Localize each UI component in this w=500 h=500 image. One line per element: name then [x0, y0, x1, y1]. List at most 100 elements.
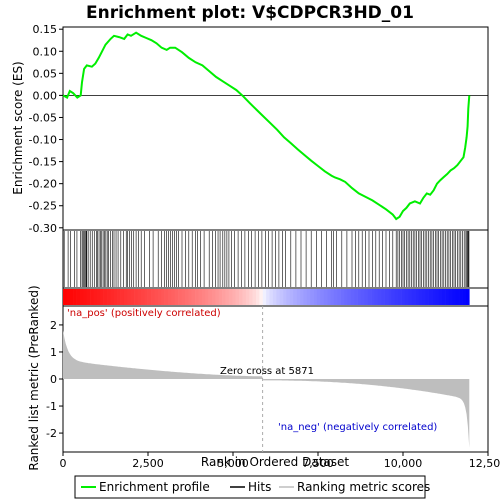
rank-bar-segment: [283, 289, 287, 305]
rank-bar-segment: [83, 289, 88, 305]
rank-bar-segment: [442, 289, 446, 305]
rank-color-bar: [63, 289, 470, 305]
rank-bar-segment: [327, 289, 331, 305]
rank-bar-segment: [384, 289, 389, 305]
rank-bar-segment: [239, 289, 243, 305]
x-tick-label: 12,500: [469, 457, 500, 470]
rank-bar-segment: [259, 289, 264, 305]
legend: Enrichment profile Hits Ranking metric s…: [74, 475, 430, 499]
rank-bar-segment: [228, 289, 233, 305]
rank-bar-segment: [448, 289, 453, 305]
x-tick-label: 2,500: [132, 457, 164, 470]
rank-bar-segment: [235, 289, 240, 305]
rank-bar-segment: [374, 289, 379, 305]
rank-bar-segment: [462, 289, 467, 305]
pos-label: 'na_pos' (positively correlated): [67, 308, 221, 319]
rank-bar-segment: [79, 289, 84, 305]
rank-bar-segment: [293, 289, 297, 305]
rank-bar-segment: [438, 289, 443, 305]
rank-bar-segment: [303, 289, 308, 305]
rank-bar-segment: [201, 289, 206, 305]
rank-bar-segment: [401, 289, 406, 305]
rank-bar-segment: [428, 289, 433, 305]
rank-bar-segment: [73, 289, 77, 305]
rank-bar-segment: [344, 289, 348, 305]
zero-cross-label: Zero cross at 5871: [220, 366, 314, 377]
rank-bar-segment: [76, 289, 81, 305]
x-tick-label: 0: [60, 457, 67, 470]
rank-bar-segment: [255, 289, 260, 305]
rank-bar-segment: [279, 289, 284, 305]
rank-bar-segment: [391, 289, 396, 305]
rank-bar-segment: [404, 289, 409, 305]
rank-bar-segment: [90, 289, 94, 305]
rank-bar-segment: [354, 289, 358, 305]
rank-bar-segment: [381, 289, 385, 305]
rank-bar-segment: [191, 289, 196, 305]
es-y-tick-label: -0.20: [29, 178, 57, 191]
rank-bar-segment: [452, 289, 457, 305]
rank-bar-segment: [225, 289, 230, 305]
rank-bar-segment: [272, 289, 277, 305]
rank-bar-segment: [459, 289, 463, 305]
rank-bar-segment: [455, 289, 460, 305]
rank-bar-segment: [178, 289, 182, 305]
rank-bar-segment: [316, 289, 321, 305]
legend-box: [74, 475, 426, 499]
rank-bar-segment: [252, 289, 257, 305]
rank-bar-segment: [171, 289, 176, 305]
rank-bar-segment: [208, 289, 213, 305]
rank-bar-segment: [364, 289, 369, 305]
rank-bar-segment: [144, 289, 148, 305]
rank-bar-segment: [245, 289, 250, 305]
rank-bar-segment: [408, 289, 413, 305]
rank-bar-segment: [164, 289, 169, 305]
rank-bar-segment: [120, 289, 125, 305]
legend-es-label: Enrichment profile: [99, 480, 210, 494]
x-tick-label: 5,000: [217, 457, 249, 470]
chart-title: Enrichment plot: V$CDPCR3HD_01: [86, 3, 414, 23]
rank-bar-segment: [140, 289, 145, 305]
rank-bar-segment: [181, 289, 186, 305]
rank-bar-segment: [286, 289, 291, 305]
rank-bar-segment: [63, 289, 67, 305]
rank-bar-segment: [435, 289, 440, 305]
rank-bar-segment: [445, 289, 450, 305]
neg-label: 'na_neg' (negatively correlated): [278, 422, 437, 433]
rank-bar-segment: [151, 289, 155, 305]
rank-bar-segment: [333, 289, 338, 305]
x-tick-label: 10,000: [384, 457, 423, 470]
metric-y-tick-label: 1: [50, 346, 57, 359]
rank-bar-segment: [147, 289, 152, 305]
metric-y-tick-label: 0: [50, 373, 57, 386]
rank-bar-segment: [289, 289, 294, 305]
rank-bar-segment: [93, 289, 98, 305]
rank-bar-segment: [330, 289, 335, 305]
rank-bar-segment: [205, 289, 209, 305]
rank-bar-segment: [394, 289, 399, 305]
es-y-tick-label: 0.10: [33, 45, 58, 58]
rank-bar-segment: [157, 289, 162, 305]
rank-bar-segment: [350, 289, 355, 305]
rank-bar-segment: [232, 289, 236, 305]
rank-bar-segment: [425, 289, 429, 305]
es-y-tick-label: 0.00: [33, 89, 58, 102]
rank-bar-segment: [110, 289, 115, 305]
es-y-tick-label: -0.30: [29, 222, 57, 235]
x-axis-label: Rank in Ordered Dataset: [201, 455, 349, 469]
rank-bar-segment: [306, 289, 311, 305]
rank-bar-segment: [218, 289, 223, 305]
rank-bar-segment: [377, 289, 382, 305]
rank-bar-segment: [296, 289, 301, 305]
x-tick-label: 7,500: [302, 457, 334, 470]
rank-bar-segment: [134, 289, 138, 305]
rank-bar-segment: [266, 289, 270, 305]
rank-bar-segment: [211, 289, 216, 305]
rank-bar-segment: [242, 289, 247, 305]
es-profile-line: [62, 31, 471, 221]
rank-bar-segment: [357, 289, 362, 305]
rank-bar-segment: [411, 289, 416, 305]
metric-y-tick-label: -2: [46, 427, 57, 440]
rank-bar-segment: [96, 289, 101, 305]
